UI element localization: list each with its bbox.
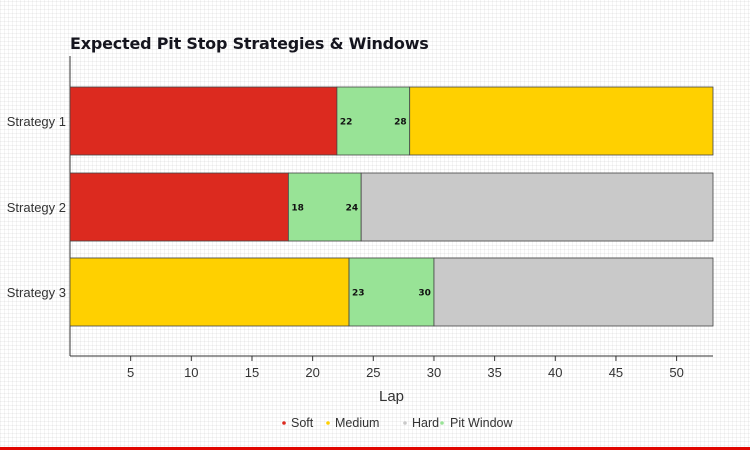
pit-window-end-label: 24 [346,204,359,214]
pit-window-end-label: 28 [394,118,407,128]
bar-segment-hard [433,257,714,327]
pit-window-start-label: 18 [291,204,304,214]
legend-label: Hard [412,416,439,430]
y-tick-label: Strategy 3 [7,285,66,300]
bar-segment-soft [69,86,338,156]
bar-segment-hard [360,172,714,242]
legend-marker-hard [403,421,407,425]
legend-marker-soft [282,421,286,425]
y-tick-label: Strategy 1 [7,114,66,129]
bottom-accent-rule [0,447,750,450]
pit-window-end-label: 30 [418,289,431,299]
bar-segment-soft [69,172,289,242]
legend-label: Soft [291,416,314,430]
x-tick-label: 50 [669,365,683,380]
bar-segment-medium [409,86,714,156]
x-tick-label: 5 [127,365,134,380]
legend-marker-pit-window [440,421,444,425]
y-tick-label: Strategy 2 [7,200,66,215]
x-tick-label: 25 [366,365,380,380]
bar-segment-pit-window [348,257,435,327]
x-tick-label: 40 [548,365,562,380]
pit-window-start-label: 23 [352,289,365,299]
legend-label: Pit Window [450,416,513,430]
x-tick-label: 30 [427,365,441,380]
pit-window-start-label: 22 [340,118,353,128]
x-tick-label: 15 [245,365,259,380]
legend-label: Medium [335,416,379,430]
bar-segment-pit-window [287,172,362,242]
x-tick-label: 10 [184,365,198,380]
bar-segment-pit-window [336,86,411,156]
x-tick-label: 45 [609,365,623,380]
x-axis-label: Lap [379,388,404,405]
chart-title: Expected Pit Stop Strategies & Windows [70,34,429,53]
bar-segment-medium [69,257,350,327]
x-tick-label: 20 [305,365,319,380]
legend-marker-medium [326,421,330,425]
x-tick-label: 35 [487,365,501,380]
